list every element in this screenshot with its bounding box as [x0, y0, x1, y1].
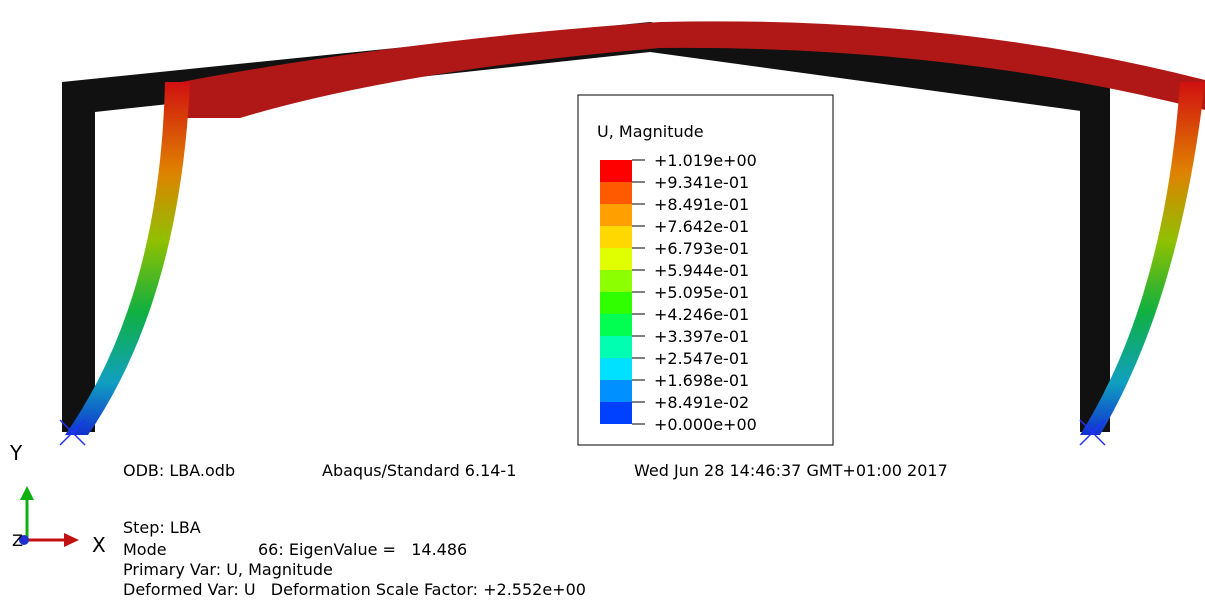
legend-label: +1.698e-01 [654, 371, 749, 390]
odb-name: ODB: LBA.odb [123, 461, 235, 480]
legend-label: +8.491e-01 [654, 195, 749, 214]
mode-label: Mode [123, 540, 167, 559]
legend-band [600, 358, 632, 380]
legend-band [600, 204, 632, 226]
legend: U, Magnitude +1.019e+00 +9.341e-01 +8.491e… [577, 94, 834, 446]
axis-z: Z [12, 531, 23, 550]
legend-band [600, 270, 632, 292]
legend-label: +2.547e-01 [654, 349, 749, 368]
deformed-frame [59, 21, 1205, 446]
legend-band [600, 160, 632, 182]
legend-band [600, 182, 632, 204]
legend-band [600, 402, 632, 424]
legend-band [600, 248, 632, 270]
triad: Y Z X [9, 441, 106, 557]
version: Abaqus/Standard 6.14-1 [322, 461, 516, 480]
info: ODB: LBA.odb Abaqus/Standard 6.14-1 Wed … [123, 461, 948, 599]
axis-x: X [92, 533, 106, 557]
legend-label: +7.642e-01 [654, 217, 749, 236]
primary-var: Primary Var: U, Magnitude [123, 560, 333, 579]
mode: 66: EigenValue = 14.486 [258, 540, 467, 559]
legend-band [600, 226, 632, 248]
legend-band [600, 336, 632, 358]
legend-band [600, 292, 632, 314]
date: Wed Jun 28 14:46:37 GMT+01:00 2017 [634, 461, 948, 480]
legend-label: +1.019e+00 [654, 151, 757, 170]
legend-label: +8.491e-02 [654, 393, 749, 412]
axis-y: Y [9, 441, 23, 465]
deformed-var: Deformed Var: U Deformation Scale Factor… [123, 580, 586, 599]
legend-band [600, 314, 632, 336]
legend-band [600, 380, 632, 402]
legend-title: U, Magnitude [597, 122, 704, 141]
legend-label: +5.944e-01 [654, 261, 749, 280]
legend-label: +3.397e-01 [654, 327, 749, 346]
step: Step: LBA [123, 518, 201, 537]
legend-label: +4.246e-01 [654, 305, 749, 324]
legend-label: +5.095e-01 [654, 283, 749, 302]
legend-label: +9.341e-01 [654, 173, 749, 192]
legend-label: +6.793e-01 [654, 239, 749, 258]
legend-label: +0.000e+00 [654, 415, 757, 434]
